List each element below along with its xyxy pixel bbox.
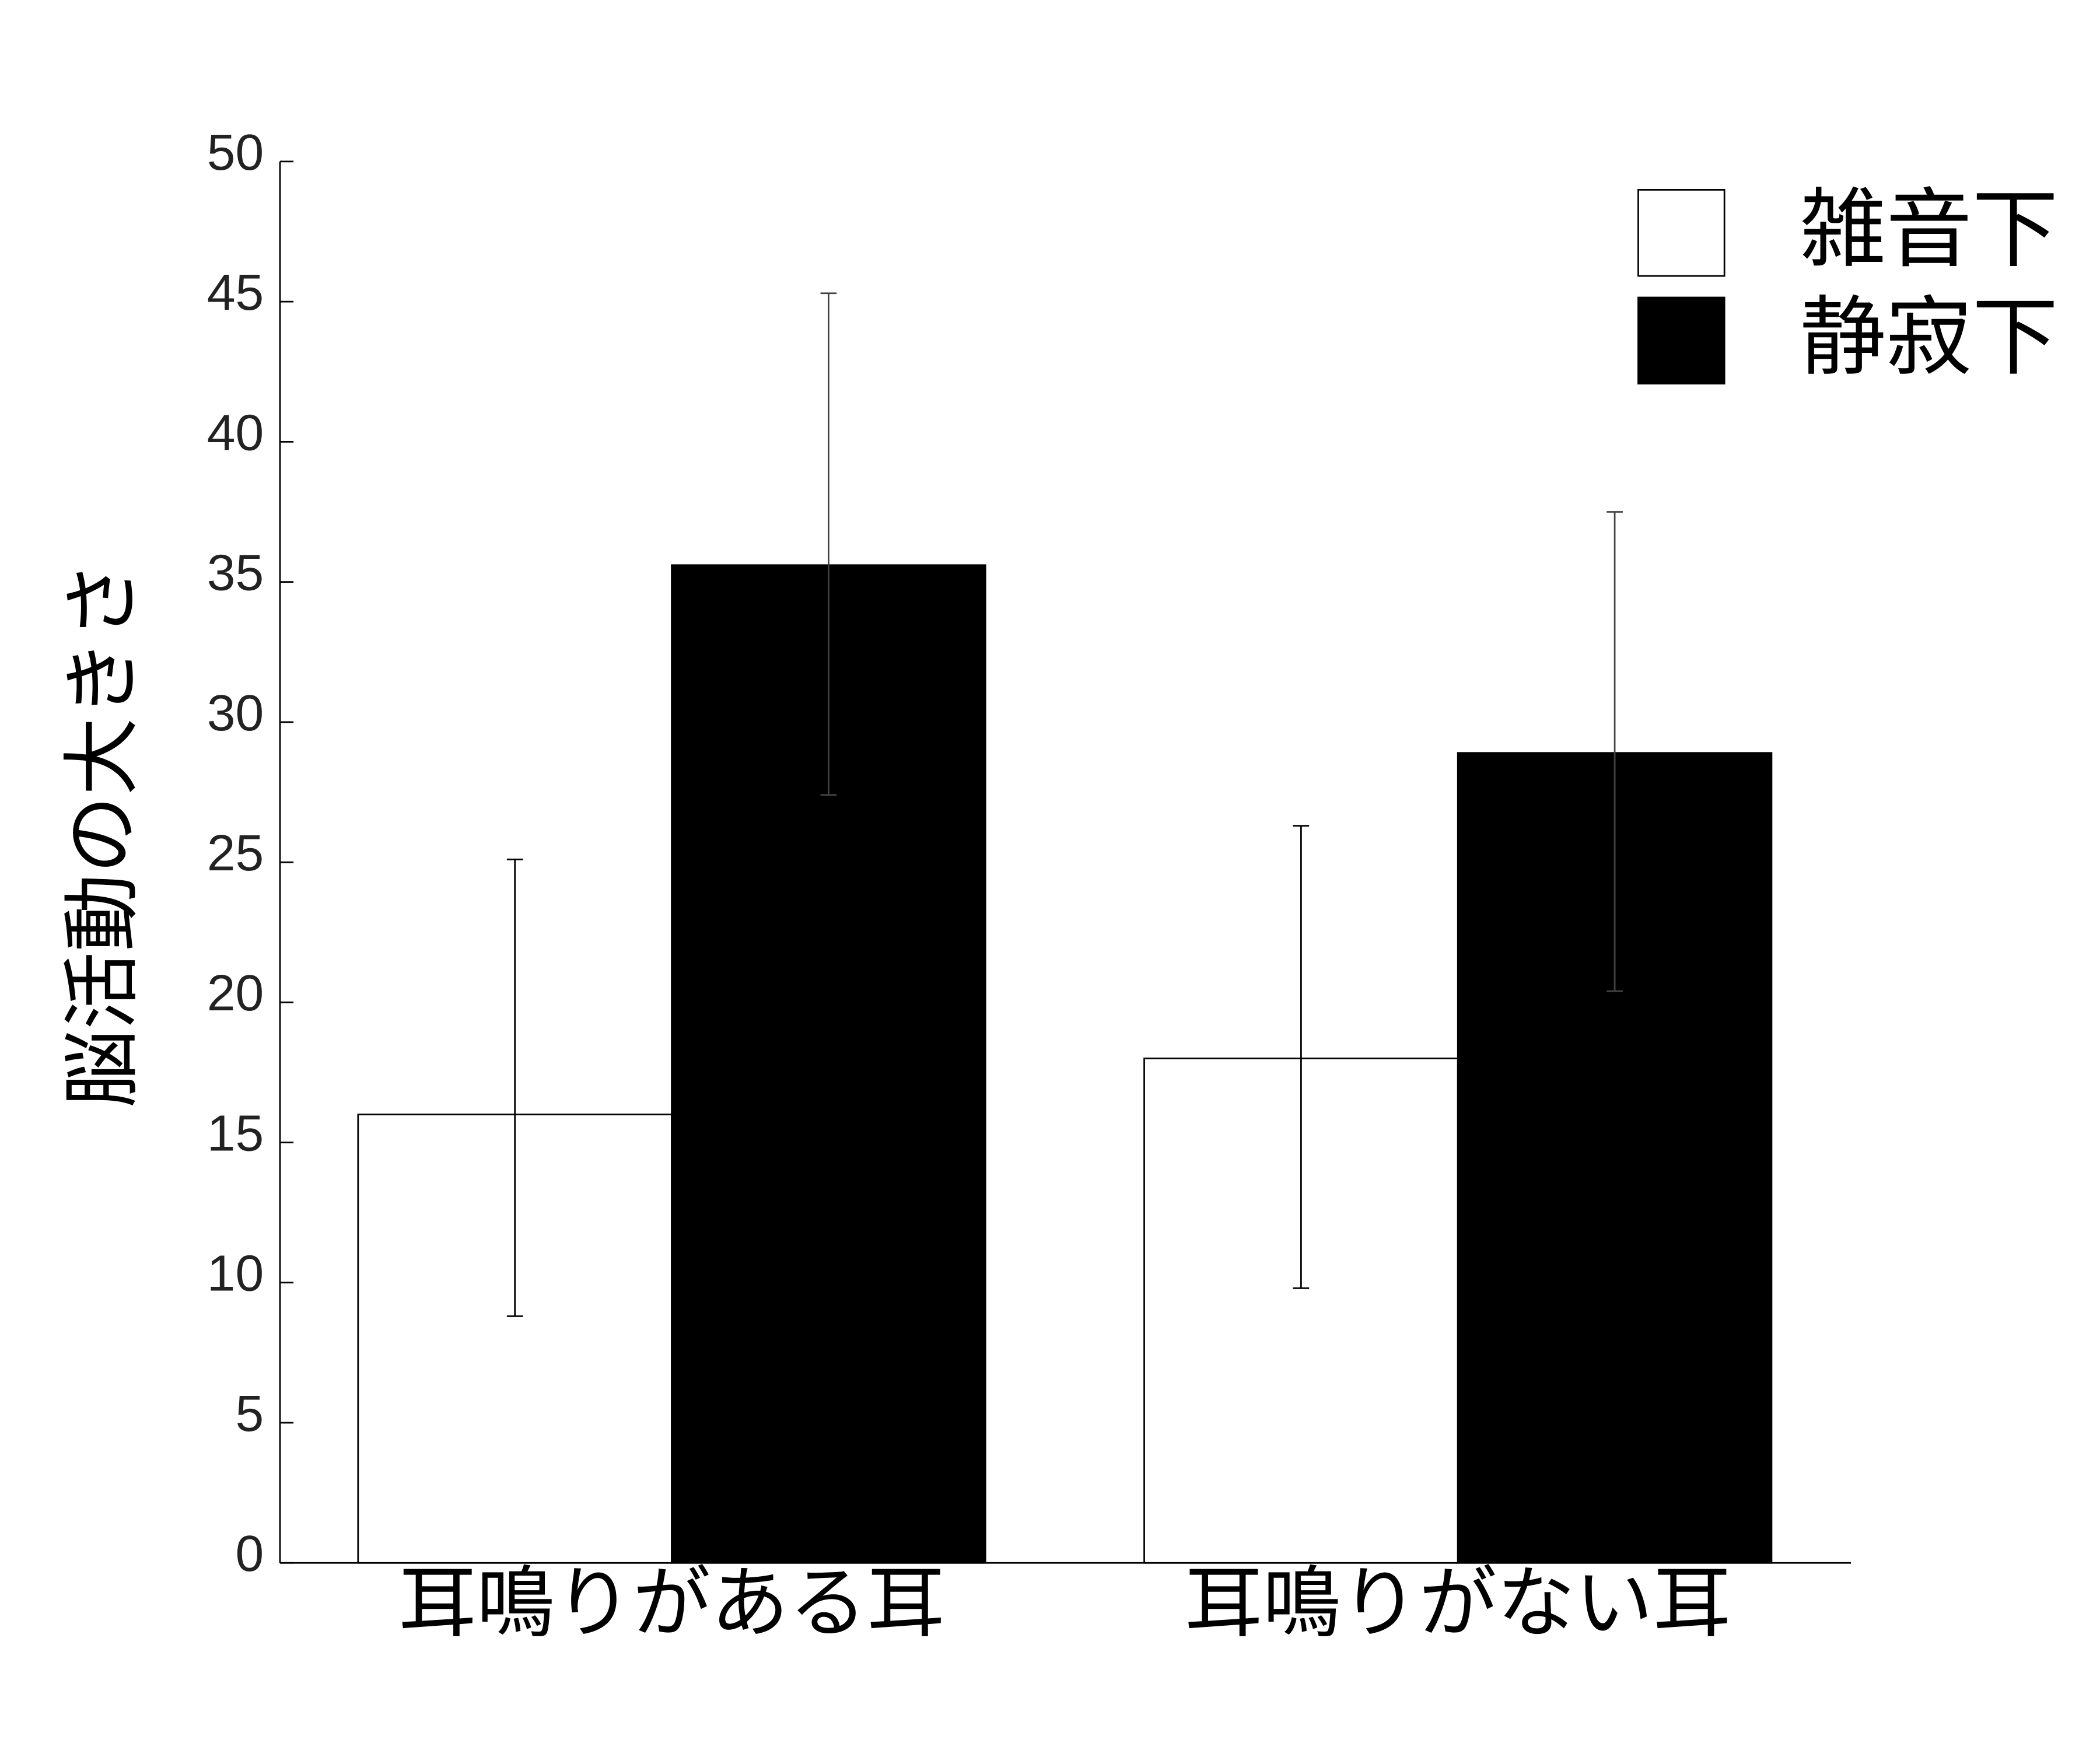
y-tick-label: 25 <box>207 824 264 881</box>
legend-label: 静寂下 <box>1800 287 2058 387</box>
legend-swatch <box>1637 188 1726 277</box>
legend-label: 雑音下 <box>1800 179 2058 279</box>
y-tick-label: 50 <box>207 124 264 181</box>
y-tick-label: 20 <box>207 964 264 1021</box>
y-tick-label: 15 <box>207 1104 264 1161</box>
y-tick-label: 40 <box>207 404 264 461</box>
y-tick-label: 5 <box>236 1385 264 1442</box>
legend-swatch <box>1637 296 1726 385</box>
y-tick-label: 45 <box>207 264 264 321</box>
y-tick-label: 0 <box>236 1525 264 1582</box>
y-tick-label: 10 <box>207 1245 264 1302</box>
x-tick-label: 耳鳴りがある耳 <box>398 1558 945 1648</box>
y-tick-label: 30 <box>207 684 264 741</box>
y-tick-label: 35 <box>207 544 264 601</box>
y-axis-label: 脳活動の大きさ <box>57 561 148 1108</box>
x-tick-label: 耳鳴りがない耳 <box>1185 1558 1731 1648</box>
